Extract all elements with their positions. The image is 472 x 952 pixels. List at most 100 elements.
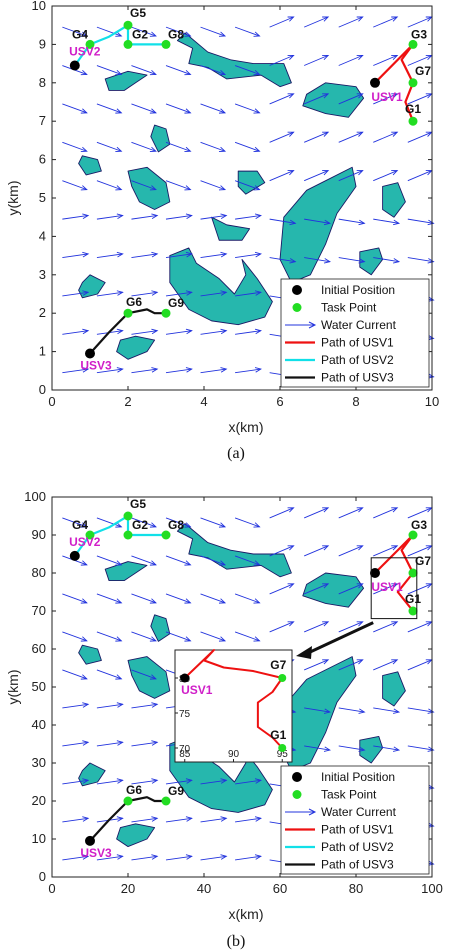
water-current-arrow (165, 215, 192, 220)
water-current-arrow (235, 779, 261, 785)
water-current-arrowhead (220, 290, 228, 296)
legend-label: Task Point (321, 788, 377, 802)
water-current-arrowhead (149, 185, 157, 191)
y-tick-label: 90 (32, 527, 46, 542)
task-point-label: G5 (130, 497, 146, 511)
water-current-arrow (304, 131, 329, 143)
y-tick-label: 8 (39, 75, 46, 90)
water-current-arrow (96, 215, 123, 220)
x-tick-label: 80 (349, 881, 363, 896)
water-current-arrow (407, 131, 432, 143)
water-current-arrowhead (323, 219, 331, 226)
water-current-arrowhead (115, 70, 123, 76)
water-current-arrow (200, 817, 227, 823)
water-current-arrow (373, 257, 400, 263)
island-obstacle (150, 614, 171, 642)
water-current-arrow (234, 26, 260, 37)
legend-label: Path of USV2 (321, 840, 394, 854)
water-current-arrowhead (115, 108, 123, 114)
water-current-arrow (235, 368, 261, 374)
task-point-label: G3 (411, 27, 427, 41)
y-tick-label: 60 (32, 641, 46, 656)
water-current-arrowhead (115, 636, 123, 642)
water-current-arrow (96, 253, 123, 258)
water-current-arrowhead (391, 621, 399, 627)
water-current-arrowhead (323, 258, 331, 264)
task-point-label: G4 (72, 518, 88, 532)
water-current-arrowhead (391, 507, 399, 513)
water-current-arrowhead (151, 702, 159, 708)
water-current-arrowhead (322, 659, 330, 665)
zoom-arrow (307, 621, 374, 655)
x-tick-label: 100 (421, 881, 443, 896)
y-tick-label: 1 (39, 344, 46, 359)
water-current-arrowhead (427, 219, 435, 226)
water-current-arrowhead (323, 708, 331, 714)
water-current-arrowhead (254, 854, 262, 860)
water-current-arrow (62, 517, 87, 528)
water-current-arrowhead (287, 170, 295, 176)
water-current-arrowhead (356, 93, 364, 99)
task-point-marker (123, 511, 133, 521)
water-current-arrowhead (116, 328, 124, 335)
water-current-arrowhead (287, 93, 295, 99)
island-obstacle (176, 32, 292, 88)
water-current-arrow (96, 141, 122, 152)
water-current-arrowhead (185, 251, 193, 258)
water-current-arrowhead (116, 290, 124, 296)
water-current-arrowhead (220, 251, 228, 258)
water-current-arrow (373, 131, 398, 143)
water-current-arrow (200, 330, 227, 335)
water-current-arrow (131, 669, 157, 680)
water-current-arrowhead (356, 54, 364, 61)
water-current-arrowhead (184, 70, 192, 76)
task-point-label: G1 (405, 102, 421, 116)
water-current-arrow (235, 253, 261, 258)
water-current-arrowhead (427, 258, 435, 264)
x-tick-label: 6 (276, 394, 283, 409)
water-current-arrowhead (151, 778, 159, 784)
water-current-arrowhead (391, 16, 399, 22)
water-current-arrowhead (115, 598, 123, 604)
legend-label: Path of USV2 (321, 353, 394, 367)
water-current-arrowhead (82, 778, 90, 784)
water-current-arrowhead (80, 674, 88, 680)
water-current-arrow (200, 141, 226, 152)
water-current-arrow (62, 180, 87, 191)
water-current-arrowhead (253, 598, 261, 604)
task-point-label: G7 (415, 64, 431, 78)
zoom-arrow-head (296, 646, 312, 659)
water-current-arrowhead (427, 860, 435, 866)
water-current-arrowhead (149, 674, 157, 680)
water-current-arrowhead (80, 522, 88, 528)
water-current-arrow (96, 103, 122, 114)
water-current-arrow (269, 131, 294, 143)
water-current-arrow (304, 54, 329, 66)
water-current-arrowhead (151, 740, 159, 746)
island-obstacle (169, 247, 273, 326)
water-current-arrow (304, 545, 329, 557)
water-current-arrowhead (80, 560, 88, 566)
water-current-arrow (407, 218, 434, 224)
legend-symbol-initial (292, 772, 302, 782)
inset-initial-position-marker (180, 673, 190, 683)
water-current-arrowhead (427, 334, 435, 341)
x-axis-label: x(km) (229, 419, 264, 435)
task-point-marker (408, 39, 418, 49)
water-current-arrow (165, 141, 191, 152)
water-current-arrowhead (287, 131, 295, 137)
water-current-arrowhead (184, 522, 192, 528)
initial-position-marker (69, 60, 80, 71)
water-current-arrow (407, 707, 434, 713)
water-current-arrowhead (149, 146, 157, 152)
initial-position-marker (69, 550, 80, 561)
water-current-arrowhead (82, 290, 90, 296)
water-current-arrow (304, 93, 329, 105)
water-current-arrowhead (218, 185, 227, 191)
x-tick-label: 20 (121, 881, 135, 896)
y-tick-label: 100 (24, 489, 46, 504)
water-current-arrowhead (393, 746, 401, 752)
legend-symbol-initial (292, 285, 302, 295)
usv-path-line (89, 308, 166, 355)
